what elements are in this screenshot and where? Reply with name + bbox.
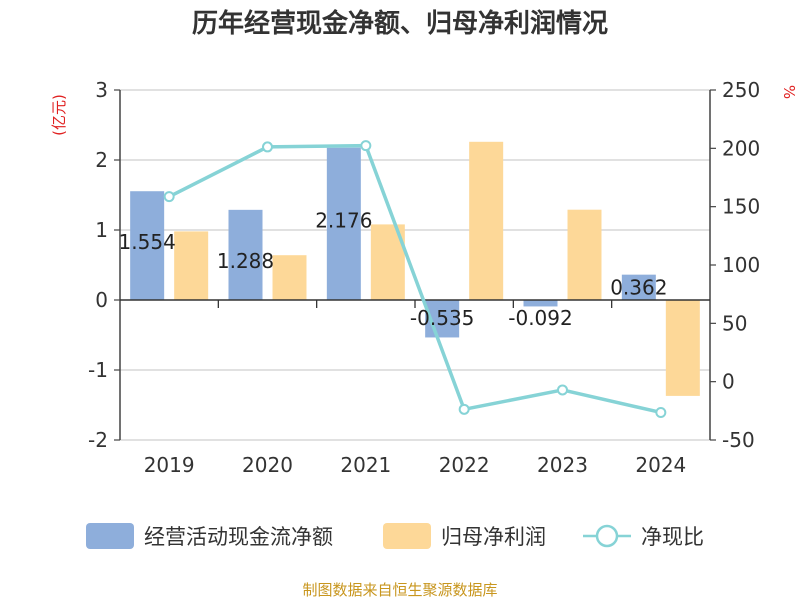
- legend-label: 归母净利润: [441, 525, 546, 549]
- left-tick-label: -2: [88, 428, 108, 452]
- bar: [665, 300, 700, 396]
- bar: [567, 209, 602, 300]
- data-labels: 1.554 1.288 2.176 -0.535 -0.092 0.362: [119, 209, 668, 330]
- bar: [130, 191, 165, 300]
- ratio-point: [163, 191, 175, 203]
- x-tick-label: 2021: [340, 453, 391, 477]
- ratio-line: [163, 140, 667, 418]
- bar-data-label: -0.535: [410, 306, 474, 330]
- ratio-point: [360, 140, 372, 152]
- bar: [228, 209, 263, 300]
- right-tick-label: -50: [722, 428, 755, 452]
- left-tick-label: -1: [88, 358, 108, 382]
- bar-data-label: 1.288: [217, 249, 274, 273]
- bar-data-label: 1.554: [119, 230, 176, 254]
- bar: [326, 147, 361, 300]
- bar: [174, 231, 209, 300]
- bar-data-label: 0.362: [610, 276, 667, 300]
- right-tick-label: 200: [722, 136, 760, 160]
- right-tick-label: 100: [722, 253, 760, 277]
- right-axis-unit: %: [780, 85, 798, 99]
- axes: 3 2 1 0 -1 -2 250 200 150 100 50 0 -50 (亿元)% 2019 2020 2…: [50, 78, 798, 477]
- left-tick-label: 0: [95, 288, 108, 312]
- right-tick-label: 0: [722, 370, 735, 394]
- ratio-point: [262, 141, 273, 153]
- x-tick-label: 2019: [144, 453, 195, 477]
- bar: [272, 255, 307, 300]
- right-tick-label: 250: [722, 78, 760, 102]
- legend-label: 经营活动现金流净额: [144, 525, 333, 549]
- bar: [621, 274, 656, 300]
- left-tick-label: 2: [95, 148, 108, 172]
- bars: [130, 141, 700, 396]
- x-tick-label: 2024: [635, 453, 686, 477]
- legend-item[interactable]: 经营活动现金流净额: [86, 523, 333, 549]
- left-tick-label: 3: [95, 78, 108, 102]
- bar-data-label: 2.176: [315, 209, 372, 233]
- legend-swatch: [383, 523, 431, 549]
- legend-marker: [595, 524, 619, 548]
- right-tick-label: 50: [722, 311, 747, 335]
- bar-data-label: -0.092: [508, 306, 572, 330]
- chart-title: 历年经营现金净额、归母净利润情况: [192, 8, 608, 39]
- x-tick-label: 2020: [242, 453, 293, 477]
- legend-item[interactable]: 净现比: [583, 524, 704, 549]
- left-axis-unit: (亿元): [50, 94, 68, 136]
- x-tick-label: 2022: [439, 453, 490, 477]
- ratio-point: [655, 406, 667, 418]
- ratio-point: [458, 403, 470, 415]
- ratio-polyline: [168, 143, 662, 415]
- legend-item[interactable]: 归母净利润: [383, 523, 546, 549]
- bar: [469, 141, 504, 300]
- legend[interactable]: 经营活动现金流净额 归母净利润 净现比: [86, 523, 704, 549]
- right-tick-label: 150: [722, 195, 760, 219]
- bar: [523, 300, 558, 307]
- legend-swatch: [86, 523, 134, 549]
- source-note: 制图数据来自恒生聚源数据库: [302, 581, 497, 599]
- legend-label: 净现比: [641, 525, 704, 549]
- left-tick-label: 1: [95, 218, 108, 242]
- x-tick-label: 2023: [537, 453, 588, 477]
- ratio-point: [557, 384, 568, 396]
- grid: [120, 89, 710, 441]
